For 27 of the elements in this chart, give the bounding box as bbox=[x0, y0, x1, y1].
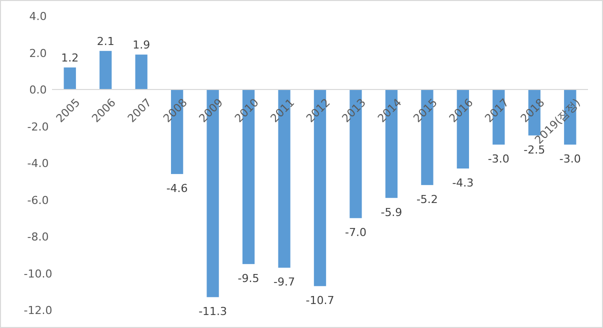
data-label: -3.0 bbox=[559, 152, 581, 166]
y-tick-label: -2.0 bbox=[27, 120, 49, 134]
data-label: -9.7 bbox=[274, 276, 295, 289]
data-label: 1.2 bbox=[61, 51, 79, 64]
data-label: -7.0 bbox=[345, 226, 366, 240]
data-label: -11.3 bbox=[198, 305, 228, 318]
y-tick-label: 2.0 bbox=[29, 46, 47, 60]
y-tick-label: 4.0 bbox=[29, 10, 47, 23]
data-label: -4.6 bbox=[166, 182, 188, 196]
data-label: -5.9 bbox=[380, 206, 402, 219]
y-tick-label: -10.0 bbox=[24, 267, 52, 280]
y-tick-label: 0.0 bbox=[29, 84, 47, 96]
data-label: -10.7 bbox=[306, 294, 334, 308]
data-label: 1.9 bbox=[132, 38, 150, 52]
data-label: 2.1 bbox=[96, 34, 114, 48]
y-tick-label: -8.0 bbox=[27, 230, 49, 244]
y-tick-label: -12.0 bbox=[24, 304, 52, 317]
data-label: -3.0 bbox=[488, 152, 510, 166]
data-label: -9.5 bbox=[238, 272, 260, 286]
bar bbox=[100, 50, 112, 90]
data-label: -2.5 bbox=[524, 143, 546, 156]
y-tick-label: -4.0 bbox=[27, 157, 49, 170]
y-tick-label: -6.0 bbox=[27, 194, 49, 207]
bar bbox=[135, 54, 148, 90]
bar bbox=[64, 67, 76, 90]
data-label: -4.3 bbox=[452, 176, 474, 190]
data-label: -5.2 bbox=[416, 193, 438, 206]
